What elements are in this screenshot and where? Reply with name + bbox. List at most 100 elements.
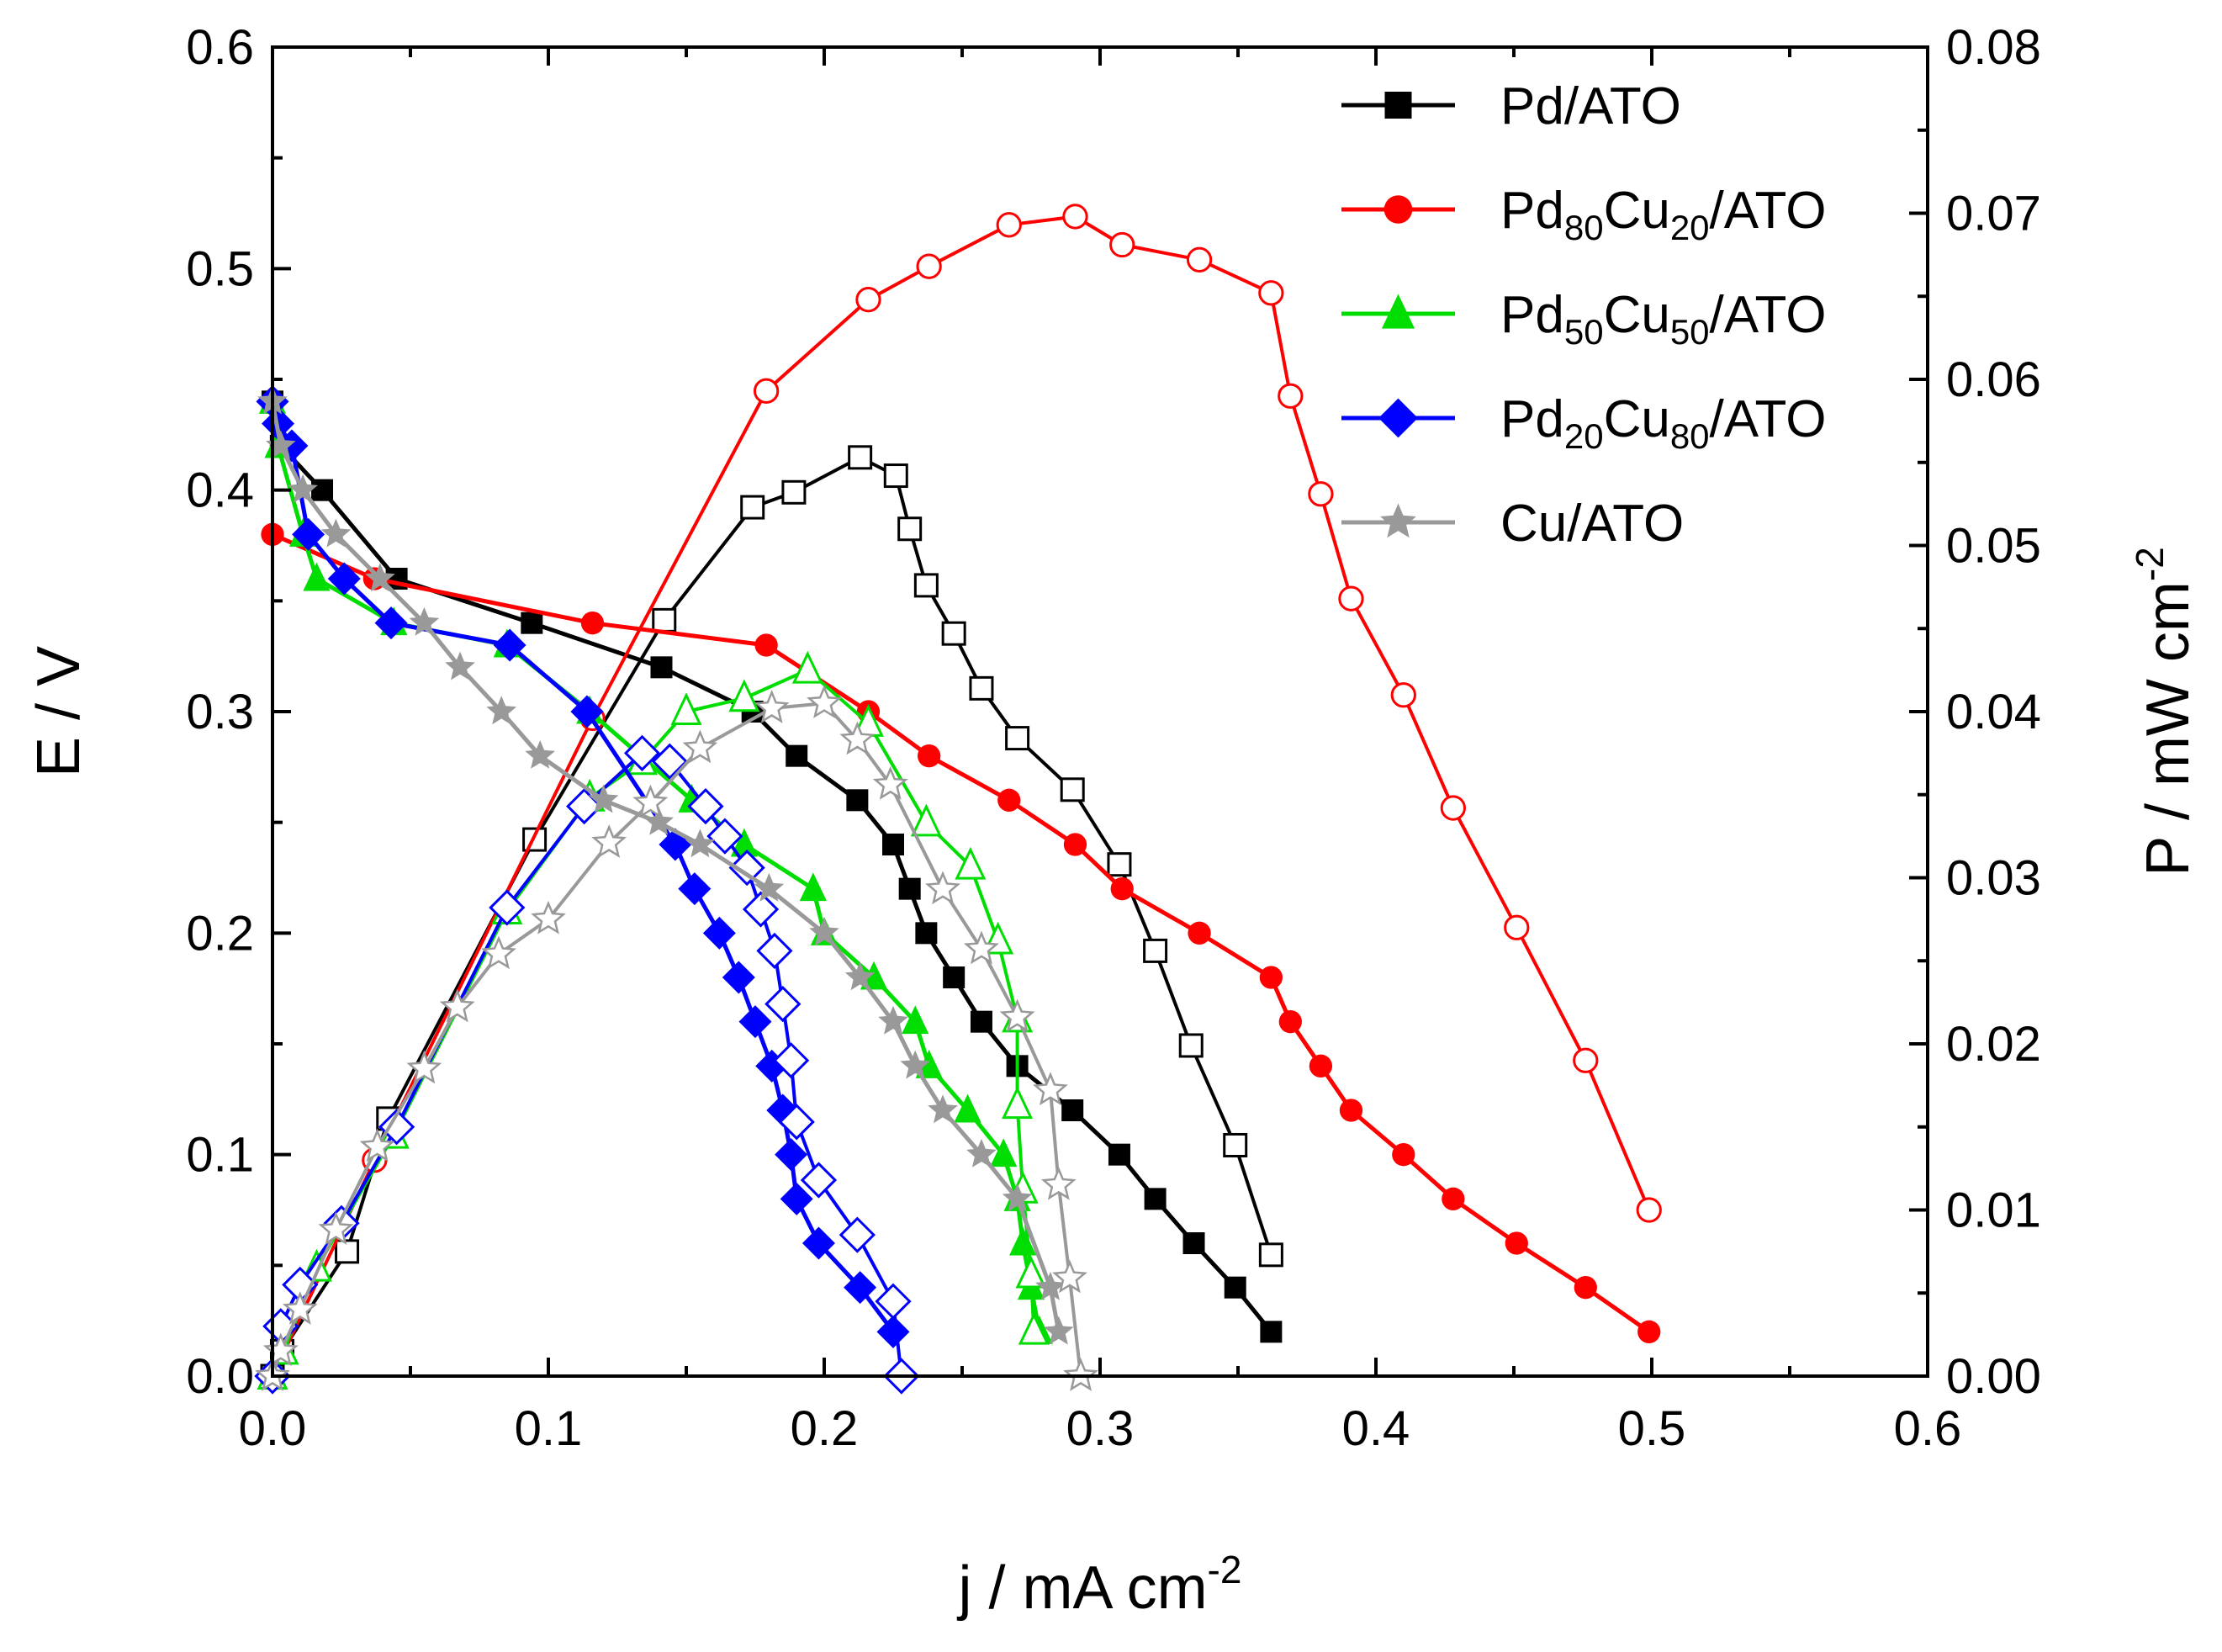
polarization-point-pd20cu80-ato [570, 695, 604, 728]
power-point-cu-ato [1040, 1166, 1077, 1200]
power-point-pd-ato [781, 479, 807, 505]
polarization-point-pd50cu50-ato [799, 872, 827, 902]
power-point-pd80cu20-ato [1186, 246, 1213, 273]
power-point-cu-ato [481, 935, 516, 970]
polarization-point-pd20cu80-ato [327, 562, 361, 596]
polarization-point-cu-ato [288, 474, 318, 503]
plot-series [254, 204, 1662, 1395]
legend-label: Pd20Cu80/ATO [1500, 390, 1827, 456]
power-point-cu-ato [282, 1291, 318, 1325]
power-point-pd-ato [1107, 852, 1132, 877]
polarization-point-pd-ato [1260, 1321, 1283, 1343]
power-point-cu-ato [1032, 1072, 1068, 1106]
power-point-pd50cu50-ato [728, 679, 760, 712]
legend-label: Pd50Cu50/ATO [1500, 286, 1827, 352]
polarization-point-cu-ato [1035, 1271, 1066, 1300]
power-point-pd80cu20-ato [1636, 1197, 1662, 1223]
power-point-cu-ato [318, 1211, 354, 1246]
power-point-pd-ato [1060, 777, 1085, 802]
legend-marker-star [1380, 503, 1416, 538]
power-line-cu-ato [271, 702, 1082, 1377]
polarization-point-cu-ato [409, 606, 440, 636]
power-point-cu-ato [406, 1050, 442, 1084]
power-point-pd-ato [335, 1239, 360, 1264]
polarization-point-pd-ato [786, 744, 808, 767]
polarization-point-cu-ato [928, 1094, 958, 1124]
power-point-pd80cu20-ato [1308, 481, 1334, 507]
power-point-cu-ato [682, 729, 718, 764]
y-left-tick-label: 0.6 [186, 20, 254, 75]
power-point-cu-ato [925, 871, 961, 905]
polarization-point-pd80cu20-ato [997, 788, 1021, 812]
polarization-line-pd50cu50-ato [270, 400, 1042, 1332]
polarization-point-pd80cu20-ato [1637, 1320, 1661, 1343]
legend: Pd/ATO Pd80Cu20/ATO Pd50Cu50/ATO Pd20Cu80/A… [1341, 77, 1827, 553]
polarization-point-cu-ato [365, 563, 395, 592]
series-pd80cu20-ato [259, 204, 1662, 1390]
power-point-pd80cu20-ato [1338, 585, 1364, 612]
polarization-point-pd-ato [1108, 1143, 1130, 1166]
polarization-point-pd50cu50-ato [1009, 1226, 1037, 1256]
power-point-cu-ato [359, 1128, 395, 1162]
power-point-pd20cu80-ato [378, 1109, 415, 1146]
polarization-point-pd80cu20-ato [1392, 1143, 1415, 1167]
power-point-cu-ato [531, 900, 566, 935]
power-point-pd80cu20-ato [1258, 280, 1284, 306]
polarization-point-pd-ato [1144, 1188, 1167, 1210]
y-right-tick-label: 0.06 [1946, 352, 2041, 407]
power-point-pd20cu80-ato [651, 743, 688, 780]
power-point-pd20cu80-ato [756, 932, 793, 970]
power-point-pd-ato [913, 573, 939, 598]
legend-label: Cu/ATO [1500, 495, 1684, 553]
polarization-point-pd80cu20-ato [1339, 1099, 1363, 1122]
polarization-point-pd20cu80-ato [374, 606, 408, 640]
polarization-point-pd80cu20-ato [917, 744, 941, 768]
power-point-cu-ato [1052, 1259, 1087, 1294]
power-line-pd-ato [271, 455, 1273, 1377]
polarization-point-cu-ato [900, 1050, 931, 1079]
power-point-pd80cu20-ato [1062, 204, 1088, 230]
y-left-tick-label: 0.4 [186, 463, 254, 518]
power-point-pd80cu20-ato [753, 378, 780, 404]
power-point-pd80cu20-ato [1109, 231, 1135, 258]
x-tick-label: 0.4 [1342, 1401, 1410, 1456]
power-point-pd80cu20-ato [1573, 1047, 1599, 1073]
power-point-pd80cu20-ato [1390, 682, 1416, 708]
power-point-pd50cu50-ato [1015, 1255, 1047, 1289]
power-point-pd-ato [740, 495, 765, 520]
power-point-pd-ato [1143, 938, 1168, 963]
polarization-point-pd50cu50-ato [954, 1093, 981, 1123]
polarization-line-cu-ato [270, 400, 1061, 1332]
polarization-point-pd-ato [970, 1010, 992, 1033]
legend-label: Pd80Cu20/ATO [1500, 182, 1827, 247]
legend-item-cu-ato: Cu/ATO [1341, 495, 1684, 553]
polarization-point-pd20cu80-ato [775, 1138, 808, 1172]
x-tick-label: 0.2 [791, 1401, 859, 1456]
power-point-pd80cu20-ato [1440, 795, 1466, 821]
power-point-pd50cu50-ato [1002, 1086, 1034, 1120]
legend-item-pd80cu20-ato: Pd80Cu20/ATO [1341, 182, 1827, 247]
polarization-point-cu-ato [1002, 1183, 1033, 1212]
polarization-point-pd80cu20-ato [1063, 833, 1087, 856]
axes: 0.0 0.1 0.2 0.3 0.4 0.5 0.6 0.0 0.1 0.2 0.3 0.4 0.5 0… [25, 20, 2202, 1622]
power-line-pd20cu80-ato [271, 751, 903, 1377]
x-tick-label: 0.3 [1066, 1401, 1135, 1456]
y-left-tick-label: 0.0 [186, 1349, 254, 1404]
polarization-line-pd80cu20-ato [272, 532, 1651, 1334]
series-pd20cu80-ato [254, 384, 920, 1395]
power-point-pd20cu80-ato [623, 734, 661, 771]
polarization-point-cu-ato [1044, 1316, 1074, 1345]
power-point-cu-ato [632, 784, 669, 818]
polarization-point-pd20cu80-ato [292, 517, 325, 551]
power-point-pd80cu20-ato [1278, 383, 1304, 409]
polarization-point-cu-ato [588, 784, 619, 813]
y-left-tick-label: 0.5 [186, 241, 254, 296]
y-right-tick-label: 0.02 [1946, 1017, 2041, 1072]
legend-item-pd-ato: Pd/ATO [1341, 77, 1681, 135]
legend-label: Pd/ATO [1500, 77, 1681, 135]
polarization-point-pd-ato [898, 877, 921, 900]
series-pd-ato [260, 390, 1283, 1389]
polarization-point-pd-ato [882, 834, 904, 855]
y-right-axis-title: P / mW cm-2 [2128, 547, 2202, 876]
polarization-point-pd-ato [943, 966, 966, 988]
